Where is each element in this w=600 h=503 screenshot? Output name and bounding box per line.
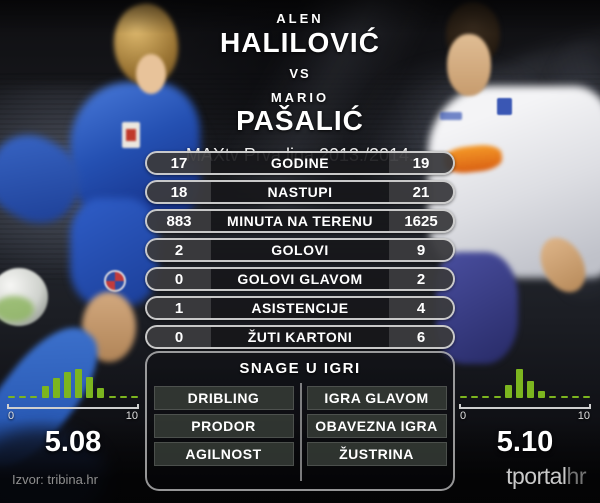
axis-max-label: 10 xyxy=(577,410,590,422)
stat-value-right: 21 xyxy=(389,182,453,202)
header: ALEN HALILOVIĆ VS MARIO PAŠALIĆ MAXtv Pr… xyxy=(0,12,600,165)
histogram-bar xyxy=(75,369,83,398)
histogram-bar xyxy=(52,378,60,398)
histogram-bar xyxy=(97,388,105,398)
strengths-column-left: DRIBLING PRODOR AGILNOST xyxy=(147,386,300,470)
histogram-bar xyxy=(108,396,116,398)
histogram-bar xyxy=(538,391,546,398)
stat-label: GOLOVI GLAVOM xyxy=(237,271,363,287)
strength-item: IGRA GLAVOM xyxy=(306,386,447,410)
histogram-bar xyxy=(471,396,479,398)
stat-value-left: 17 xyxy=(147,153,211,173)
stat-label: GOLOVI xyxy=(271,242,329,258)
stat-row-asistencije: 1 ASISTENCIJE 4 xyxy=(145,296,455,320)
rating-chart-right: 0 10 5.10 xyxy=(459,368,591,459)
strength-item: AGILNOST xyxy=(153,442,294,466)
strength-item: PRODOR xyxy=(153,414,294,438)
histogram-bar xyxy=(504,385,512,398)
histogram-bar xyxy=(571,396,579,398)
stat-row-nastupi: 18 NASTUPI 21 xyxy=(145,180,455,204)
stat-label: ASISTENCIJE xyxy=(251,300,349,316)
right-rating-value: 5.10 xyxy=(496,426,554,458)
stat-value-left: 883 xyxy=(147,211,211,231)
histogram-bar xyxy=(8,396,15,398)
strengths-panel: SNAGE U IGRI DRIBLING PRODOR AGILNOST IG… xyxy=(145,351,455,491)
vs-label: VS xyxy=(289,66,311,82)
stat-label: ŽUTI KARTONI xyxy=(247,329,353,345)
stat-value-left: 0 xyxy=(147,269,211,289)
stat-label: GODINE xyxy=(270,155,330,171)
left-histogram-axis xyxy=(7,404,139,409)
stat-value-right: 6 xyxy=(389,327,453,347)
right-histogram-axis xyxy=(459,404,591,409)
histogram-bar xyxy=(515,369,523,398)
stat-value-left: 0 xyxy=(147,327,211,347)
stat-label: MINUTA NA TERENU xyxy=(227,213,373,229)
stat-value-right: 9 xyxy=(389,240,453,260)
stat-row-zuti-kartoni: 0 ŽUTI KARTONI 6 xyxy=(145,325,455,349)
tportal-logo: tportalhr xyxy=(506,463,586,490)
histogram-bar xyxy=(482,396,490,398)
stat-value-left: 1 xyxy=(147,298,211,318)
stat-value-right: 4 xyxy=(389,298,453,318)
strength-item: ŽUSTRINA xyxy=(306,442,447,466)
stat-value-right: 2 xyxy=(389,269,453,289)
histogram-bar xyxy=(41,386,49,398)
tportal-logo-main: tportal xyxy=(506,463,567,489)
histogram-bar xyxy=(493,396,501,398)
stadium-shadow-center xyxy=(150,0,450,210)
histogram-bar xyxy=(86,377,94,398)
histogram-bar xyxy=(460,396,467,398)
left-histogram-axis-labels: 0 10 xyxy=(7,410,139,422)
histogram-bar xyxy=(30,396,38,398)
stat-value-left: 18 xyxy=(147,182,211,202)
stat-row-godine: 17 GODINE 19 xyxy=(145,151,455,175)
left-histogram-bars xyxy=(7,368,139,398)
histogram-bar xyxy=(549,396,557,398)
stat-value-left: 2 xyxy=(147,240,211,260)
axis-min-label: 0 xyxy=(460,410,467,422)
stat-row-golovi-glavom: 0 GOLOVI GLAVOM 2 xyxy=(145,267,455,291)
strengths-column-right: IGRA GLAVOM OBAVEZNA IGRA ŽUSTRINA xyxy=(300,386,453,470)
histogram-bar xyxy=(582,396,590,398)
top-vignette xyxy=(0,0,600,34)
tportal-logo-suffix: hr xyxy=(566,463,587,489)
histogram-bar xyxy=(527,381,535,398)
strength-item: OBAVEZNA IGRA xyxy=(306,414,447,438)
player1-first-name: ALEN xyxy=(276,11,324,26)
stat-row-golovi: 2 GOLOVI 9 xyxy=(145,238,455,262)
histogram-bar xyxy=(63,372,71,398)
left-rating-value: 5.08 xyxy=(44,426,102,458)
player2-first-name: MARIO xyxy=(270,89,330,105)
histogram-bar xyxy=(119,396,127,398)
histogram-bar xyxy=(130,396,138,398)
axis-max-label: 10 xyxy=(125,410,138,422)
strength-item: DRIBLING xyxy=(153,386,294,410)
source-credit: Izvor: tribina.hr xyxy=(12,472,98,487)
stat-label: NASTUPI xyxy=(267,184,333,200)
strengths-title: SNAGE U IGRI xyxy=(239,360,361,377)
player1-last-name: HALILOVIĆ xyxy=(220,26,380,58)
strengths-columns: DRIBLING PRODOR AGILNOST IGRA GLAVOM OBA… xyxy=(147,386,453,470)
stats-table: 17 GODINE 19 18 NASTUPI 21 883 MINUTA NA… xyxy=(145,151,455,354)
strengths-divider xyxy=(300,383,302,481)
stat-row-minute: 883 MINUTA NA TERENU 1625 xyxy=(145,209,455,233)
stat-value-right: 19 xyxy=(389,153,453,173)
right-histogram-axis-labels: 0 10 xyxy=(459,410,591,422)
histogram-bar xyxy=(19,396,27,398)
rating-chart-left: 0 10 5.08 xyxy=(7,368,139,459)
right-histogram-bars xyxy=(459,368,591,398)
stat-value-right: 1625 xyxy=(389,211,453,231)
axis-min-label: 0 xyxy=(8,410,15,422)
histogram-bar xyxy=(560,396,568,398)
player2-last-name: PAŠALIĆ xyxy=(236,105,364,137)
